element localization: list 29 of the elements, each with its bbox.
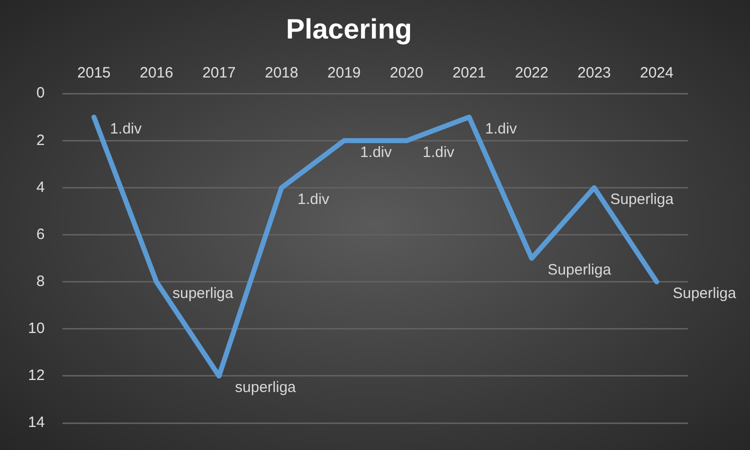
y-tick-label: 14 [28, 414, 45, 432]
x-tick-label: 2023 [578, 64, 611, 82]
annotation: 1.div [298, 190, 330, 208]
annotation: Superliga [672, 284, 737, 302]
annotation: Superliga [610, 190, 674, 208]
y-tick-label: 8 [36, 272, 45, 290]
x-tick-label: 2016 [140, 64, 174, 82]
x-tick-label: 2024 [640, 64, 674, 82]
chart-title: Placering [286, 14, 412, 45]
y-tick-label: 10 [28, 320, 45, 338]
x-tick-label: 2020 [390, 64, 424, 82]
annotation: Superliga [548, 261, 612, 278]
y-tick-label: 12 [28, 367, 45, 384]
y-tick-label: 6 [36, 226, 45, 243]
annotation: 1.div [360, 144, 392, 161]
y-tick-label: 0 [36, 84, 45, 102]
x-tick-label: 2019 [327, 64, 361, 82]
annotation: 1.div [422, 144, 455, 161]
annotation: 1.div [485, 120, 518, 138]
x-tick-label: 2018 [264, 64, 298, 82]
y-tick-label: 2 [36, 132, 45, 149]
x-tick-label: 2021 [452, 64, 486, 82]
x-tick-label: 2017 [202, 64, 236, 82]
x-tick-label: 2015 [77, 64, 111, 82]
y-tick-label: 4 [36, 178, 45, 196]
annotation: superliga [172, 284, 234, 302]
annotation: superliga [235, 379, 297, 396]
x-tick-label: 2022 [514, 64, 548, 82]
annotation: 1.div [110, 120, 142, 138]
